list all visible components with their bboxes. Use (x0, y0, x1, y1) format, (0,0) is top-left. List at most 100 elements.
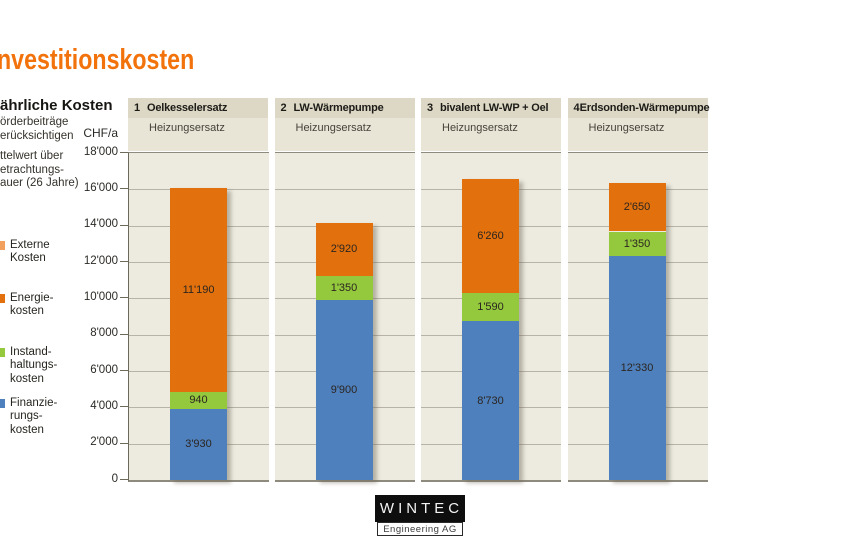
plot-area-1: 3'930 940 11'190 (128, 152, 269, 482)
y-axis-tick (120, 261, 128, 262)
column-title: Erdsonden-Wärmepumpe (579, 102, 710, 114)
legend-label: Energie-kosten (10, 292, 53, 319)
segment-finanzierungskosten: 3'930 (170, 408, 227, 480)
segment-energiekosten: 2'920 (315, 222, 373, 276)
segment-instandhaltungskosten: 1'350 (608, 231, 666, 257)
column-header-3: 3 bivalent LW-WP + Oel Heizungsersatz (421, 98, 561, 151)
segment-value-label: 940 (189, 394, 208, 407)
y-axis-tick-label: 0 (111, 472, 118, 485)
column-header-title-row: 3 bivalent LW-WP + Oel (421, 98, 561, 118)
y-axis-tick (120, 188, 128, 190)
side-note-line: etrachtungs- (0, 163, 64, 176)
y-axis-tick-label: 2'000 (90, 436, 118, 449)
legend-item-finanzierungskosten: Finanzie-rungs-kosten (0, 397, 57, 437)
y-axis-tick-label: 6'000 (90, 363, 118, 376)
column-number: 4 (573, 102, 580, 114)
column-title: LW-Wärmepumpe (293, 102, 384, 114)
gridline (274, 189, 415, 191)
segment-value-label: 12'330 (620, 362, 654, 374)
side-note-1: örderbeiträge erücksichtigen (0, 116, 74, 143)
legend-label-line: kosten (10, 423, 44, 436)
legend-label: Externe Kosten (10, 239, 50, 266)
column-header-title-row: 2 LW-Wärmepumpe (274, 98, 415, 118)
legend-label-line: Kosten (10, 252, 46, 265)
segment-value-label: 6'260 (477, 229, 504, 242)
segment-energiekosten: 11'190 (170, 188, 227, 392)
legend-label: Finanzie-rungs-kosten (10, 397, 57, 437)
segment-energiekosten: 2'650 (608, 183, 666, 232)
segment-finanzierungskosten: 12'330 (608, 256, 666, 480)
legend-label: Instand-haltungs-kosten (10, 346, 57, 386)
segment-value-label: 8'730 (477, 394, 504, 407)
legend-label-line: kosten (10, 305, 44, 318)
column-subtitle: Heizungsersatz (274, 118, 415, 151)
legend-item-energiekosten: Energie-kosten (0, 292, 53, 319)
y-axis-tick (120, 224, 128, 226)
y-axis-tick (120, 152, 128, 153)
legend-item-instandhaltungskosten: Instand-haltungs-kosten (0, 346, 57, 386)
column-title: bivalent LW-WP + Oel (440, 102, 549, 114)
plot-area-3: 8'730 1'590 6'260 (421, 152, 561, 482)
segment-value-label: 9'900 (330, 384, 358, 397)
side-note-line: ttelwert über (0, 150, 64, 162)
y-axis-tick (120, 370, 128, 371)
y-axis-tick-label: 18'000 (83, 145, 118, 158)
stacked-bar-3: 8'730 1'590 6'260 (462, 178, 519, 480)
side-note-line: örderbeiträge (0, 116, 69, 128)
segment-value-label: 3'930 (185, 438, 212, 451)
plot-area-4: 12'330 1'350 2'650 (567, 152, 708, 482)
y-axis-tick (120, 442, 128, 444)
column-title: Oelkesselersatz (147, 102, 228, 114)
legend-label-line: Instand- (10, 346, 52, 358)
legend-label-line: haltungs- (10, 359, 58, 372)
segment-energiekosten: 6'260 (462, 178, 519, 293)
legend-label-line: Externe (10, 239, 50, 251)
page-title: nvestitionskosten (0, 44, 195, 76)
wintec-logo-wordmark: WINTEC (375, 495, 465, 522)
segment-finanzierungskosten: 8'730 (462, 321, 519, 480)
wintec-logo: WINTEC Engineering AG (375, 495, 465, 536)
legend-marker-energiekosten (0, 294, 5, 303)
column-header-1: 1 Oelkesselersatz Heizungsersatz (128, 98, 268, 151)
column-number: 3 (427, 102, 434, 114)
legend-marker-instandhaltungskosten (0, 348, 5, 357)
y-axis-tick-label: 16'000 (83, 181, 118, 194)
segment-value-label: 1'350 (623, 237, 651, 250)
side-note-line: erücksichtigen (0, 129, 74, 142)
column-header-title-row: 4 Erdsonden-Wärmepumpe (567, 98, 710, 118)
column-number: 2 (280, 102, 287, 114)
legend-label-line: Energie- (10, 292, 54, 304)
segment-instandhaltungskosten: 940 (170, 391, 227, 409)
segment-instandhaltungskosten: 1'350 (315, 275, 373, 301)
side-note-2: ttelwert über etrachtungs- auer (26 Jahr… (0, 150, 79, 191)
legend-item-externe-kosten: Externe Kosten (0, 239, 50, 266)
stacked-bar-4: 12'330 1'350 2'650 (608, 183, 666, 480)
y-axis-unit-label: CHF/a (83, 126, 118, 140)
column-subtitle: Heizungsersatz (421, 118, 561, 151)
column-subtitle: Heizungsersatz (128, 118, 268, 151)
y-axis-tick (120, 479, 128, 480)
segment-value-label: 11'190 (182, 283, 215, 296)
column-subtitle: Heizungsersatz (567, 118, 708, 151)
side-note-line: auer (26 Jahre) (0, 177, 79, 189)
y-axis-tick-label: 8'000 (90, 327, 118, 340)
legend-marker-finanzierungskosten (0, 399, 5, 408)
legend-label-line: kosten (10, 372, 44, 385)
stacked-bar-1: 3'930 940 11'190 (170, 188, 227, 480)
column-header-2: 2 LW-Wärmepumpe Heizungsersatz (274, 98, 415, 151)
y-axis-tick (120, 333, 128, 335)
y-axis-tick (120, 297, 128, 299)
segment-value-label: 2'920 (330, 243, 358, 256)
y-axis-tick-label: 10'000 (83, 290, 118, 303)
column-number: 1 (134, 102, 141, 114)
legend-label-line: rungs- (10, 410, 43, 423)
legend-label-line: Finanzie- (10, 397, 58, 409)
column-header-4: 4 Erdsonden-Wärmepumpe Heizungsersatz (567, 98, 710, 151)
legend-marker-externe-kosten (0, 241, 5, 250)
stacked-bar-2: 9'900 1'350 2'920 (315, 222, 373, 480)
y-axis-tick-label: 14'000 (83, 218, 118, 231)
segment-instandhaltungskosten: 1'590 (462, 292, 519, 322)
segment-value-label: 1'350 (330, 281, 358, 294)
segment-finanzierungskosten: 9'900 (315, 300, 373, 480)
